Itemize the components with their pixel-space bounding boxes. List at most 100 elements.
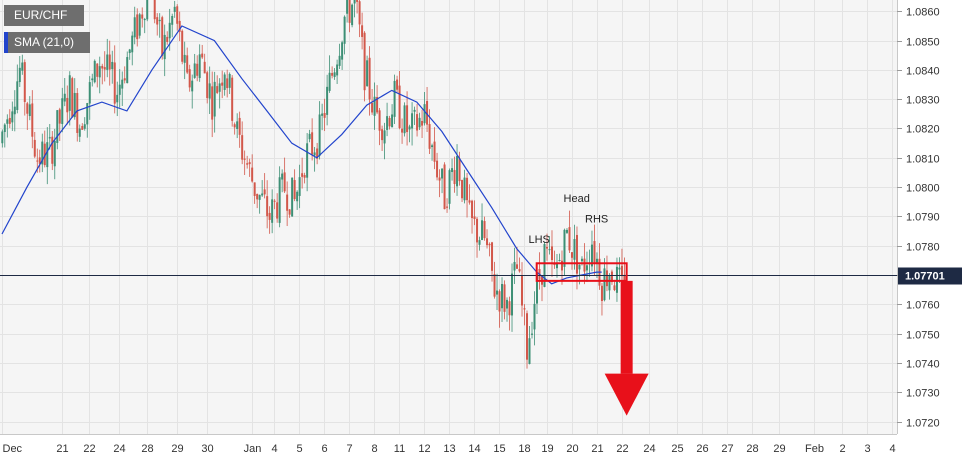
candle-bearish [486,238,489,246]
candle-bullish [193,63,196,78]
candle-bearish [58,109,61,124]
neckline-box [535,262,628,282]
x-tick-label: Jan [244,443,262,455]
candle-bullish [423,104,426,124]
x-tick-label: 3 [864,443,870,455]
x-tick-label: 4 [889,443,895,455]
candle-bearish [468,200,471,203]
candle-bullish [126,57,129,84]
candle-bullish [118,84,121,95]
candle-bearish [203,61,206,74]
x-tick-label: 11 [394,443,405,455]
y-tick-label: 1.0750 [906,330,940,342]
candle-bearish [266,196,269,217]
candle-bullish [171,16,174,25]
x-tick-label: 18 [518,443,530,455]
candle-bullish [366,60,369,87]
candle-bullish [386,116,389,130]
indicator-text: SMA (21,0) [14,35,75,49]
candle-bullish [563,229,566,267]
x-tick-label: 2 [839,443,845,455]
y-tick-label: 1.0830 [906,95,940,107]
x-tick-label: 26 [696,443,708,455]
candle-bullish [223,74,226,90]
candle-bullish [198,54,201,79]
candle-bearish [176,6,179,24]
candle-bearish [188,69,191,88]
x-tick-label: 8 [371,443,377,455]
x-tick-label: 20 [566,443,578,455]
candle-bearish [331,73,334,76]
pattern-annotations: LHS Head RHS [528,193,608,246]
candle-bullish [91,78,94,81]
candle-bearish [568,227,571,251]
candle-bullish [441,168,444,179]
candle-bullish [298,177,301,196]
candle-bullish [558,260,561,262]
candle-bullish [528,338,531,364]
x-tick-label: 28 [141,443,153,455]
candle-bullish [481,220,484,241]
y-tick-label: 1.0740 [906,359,940,371]
x-tick-label: 21 [56,443,68,455]
candle-bearish [436,160,439,178]
candle-bearish [508,301,511,316]
x-tick-label: 15 [493,443,505,455]
candle-bullish [88,82,91,104]
candle-bullish [313,152,316,156]
candle-bullish [41,141,44,165]
candle-bullish [383,130,386,144]
candle-bearish [526,313,529,360]
candle-bearish [426,101,429,125]
pattern-annotation: LHS [528,234,549,246]
candle-bearish [491,242,494,271]
candle-bullish [346,0,349,14]
grid [0,0,897,434]
candle-bullish [111,61,114,70]
candle-bullish [3,124,6,132]
x-tick-label: Dec [3,443,23,455]
candle-bearish [211,86,214,120]
candle-bearish [216,86,219,93]
candle-bearish [458,158,461,182]
candle-bullish [618,267,621,270]
candle-bullish [63,93,66,102]
candle-bullish [278,177,281,223]
candle-bullish [78,128,81,137]
candle-bearish [498,291,501,312]
candle-bullish [511,273,514,316]
candle-bullish [48,137,51,139]
candle-bearish [123,78,126,81]
candle-bearish [428,124,431,149]
candle-bullish [191,80,194,92]
candle-bullish [21,62,24,71]
candle-bearish [316,148,319,159]
candle-bearish [253,182,256,196]
candle-bullish [131,35,134,53]
x-tick-label: 22 [616,443,628,455]
candle-bearish [226,78,229,89]
candle-bearish [233,124,236,128]
candle-bearish [461,180,464,199]
candle-bullish [18,67,21,83]
candle-bullish [183,54,186,63]
x-tick-label: 13 [443,443,455,455]
candle-bullish [53,140,56,167]
candle-bearish [545,246,548,249]
candle-bearish [358,1,361,25]
candle-bearish [251,167,254,182]
candle-bullish [168,22,171,39]
candle-bearish [421,120,424,126]
candle-bearish [108,54,111,70]
candle-bearish [23,62,26,102]
candle-bullish [343,16,346,44]
candle-bearish [286,194,289,211]
candle-bullish [281,173,284,180]
candle-bullish [373,96,376,116]
candle-bullish [333,72,336,77]
candle-bullish [1,131,4,144]
candle-bullish [608,275,611,291]
candle-bullish [138,14,141,36]
candle-bearish [483,221,486,239]
candle-bearish [443,164,446,210]
